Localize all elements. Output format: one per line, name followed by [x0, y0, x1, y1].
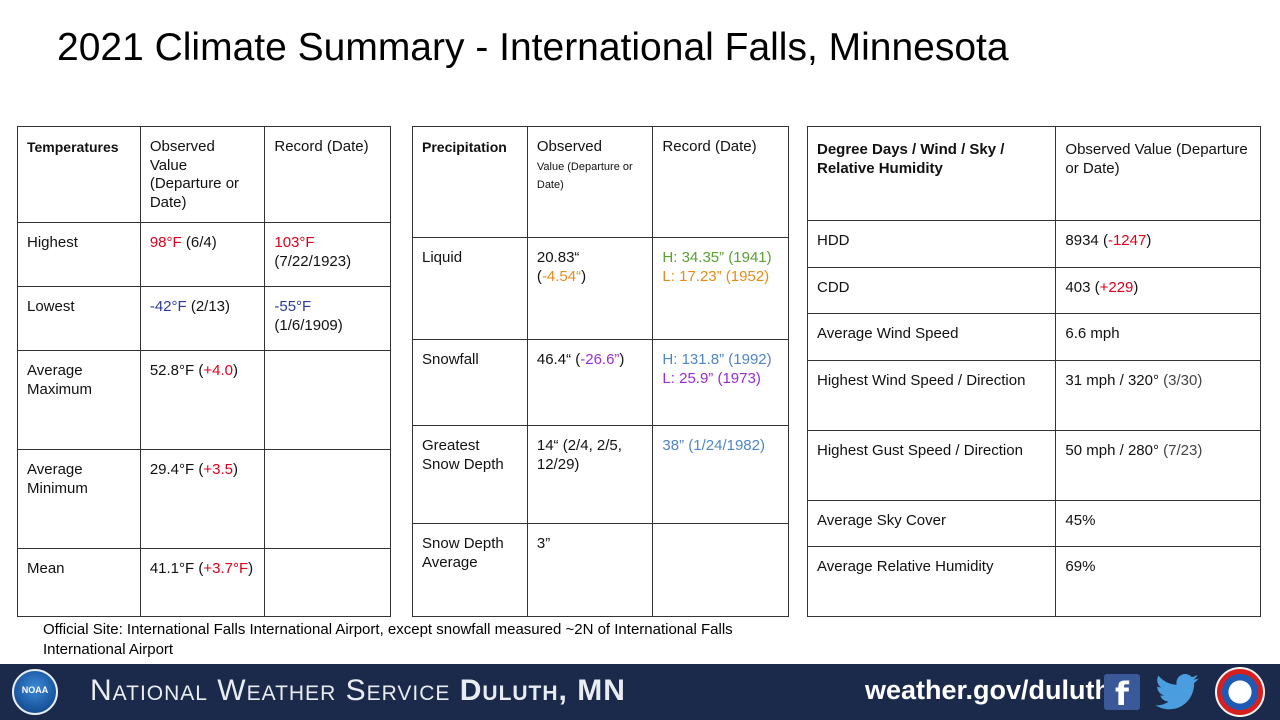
facebook-icon[interactable]: f: [1104, 674, 1140, 713]
record-cell: [264, 548, 391, 617]
record-cell: -55°F (1/6/1909): [264, 286, 391, 351]
page-title: 2021 Climate Summary - International Fal…: [57, 26, 1009, 69]
record-cell: H: 34.35” (1941) L: 17.23” (1952): [652, 237, 789, 340]
nws-office-title: National Weather Service Duluth, MN: [90, 674, 626, 707]
observed-cell: 29.4°F (+3.5): [139, 449, 266, 549]
observed-cell: 45%: [1055, 500, 1261, 547]
precipitation-table: Precipitation Observed Value (Departure o…: [412, 126, 789, 617]
official-site-note: Official Site: International Falls Inter…: [43, 621, 733, 658]
observed-cell: 98°F (6/4): [139, 222, 266, 287]
record-cell: 38” (1/24/1982): [652, 425, 789, 524]
observed-cell: -42°F (2/13): [139, 286, 266, 351]
row-label: Highest: [17, 222, 141, 287]
nws-seal-icon[interactable]: [1215, 667, 1265, 717]
row-label: CDD: [806, 267, 1057, 314]
record-cell: [652, 523, 789, 617]
row-label: Average Relative Humidity: [806, 546, 1057, 617]
row-label: Snow Depth Average: [412, 523, 528, 617]
row-label: Average Maximum: [17, 350, 141, 450]
noaa-logo-icon[interactable]: NOAA: [12, 669, 58, 715]
row-label: Greatest Snow Depth: [412, 425, 528, 524]
website-link[interactable]: weather.gov/duluth: [865, 675, 1112, 705]
row-label: Liquid: [412, 237, 528, 340]
observed-cell: 52.8°F (+4.0): [139, 350, 266, 450]
row-label: HDD: [806, 220, 1057, 268]
observed-cell: 8934 (-1247): [1055, 220, 1261, 268]
row-label: Average Wind Speed: [806, 313, 1057, 361]
observed-cell: 6.6 mph: [1055, 313, 1261, 361]
record-header: Record (Date): [264, 126, 391, 223]
twitter-icon[interactable]: [1155, 674, 1199, 710]
record-cell: [264, 449, 391, 549]
row-label: Snowfall: [412, 339, 528, 426]
record-header: Record (Date): [652, 126, 789, 238]
row-label: Lowest: [17, 286, 141, 351]
precipitation-header: Precipitation: [412, 126, 528, 238]
observed-cell: 50 mph / 280° (7/23): [1055, 430, 1261, 501]
observed-cell: 403 (+229): [1055, 267, 1261, 314]
row-label: Highest Wind Speed / Direction: [806, 360, 1057, 431]
record-cell: H: 131.8” (1992) L: 25.9” (1973): [652, 339, 789, 426]
observed-cell: 46.4“ (-26.6”): [526, 339, 654, 426]
observed-cell: 20.83“ (-4.54“): [526, 237, 654, 340]
observed-cell: 31 mph / 320° (3/30): [1055, 360, 1261, 431]
observed-header: Observed Value (Departure or Date): [1055, 126, 1261, 221]
record-cell: [264, 350, 391, 450]
footer-banner: NOAA National Weather Service Duluth, MN…: [0, 664, 1280, 720]
row-label: Average Sky Cover: [806, 500, 1057, 547]
observed-cell: 14“ (2/4, 2/5, 12/29): [526, 425, 654, 524]
observed-header: Observed Value (Departure or Date): [526, 126, 654, 238]
observed-cell: 41.1°F (+3.7°F): [139, 548, 266, 617]
record-cell: 103°F (7/22/1923): [264, 222, 391, 287]
observed-cell: 69%: [1055, 546, 1261, 617]
row-label: Mean: [17, 548, 141, 617]
observed-header: Observed Value (Departure or Date): [139, 126, 266, 223]
degree-days-table: Degree Days / Wind / Sky / Relative Humi…: [806, 126, 1261, 617]
row-label: Highest Gust Speed / Direction: [806, 430, 1057, 501]
row-label: Average Minimum: [17, 449, 141, 549]
temperatures-table: Temperatures Observed Value (Departure o…: [17, 126, 391, 617]
degree-days-header: Degree Days / Wind / Sky / Relative Humi…: [806, 126, 1057, 221]
observed-cell: 3”: [526, 523, 654, 617]
temperatures-header: Temperatures: [17, 126, 141, 223]
